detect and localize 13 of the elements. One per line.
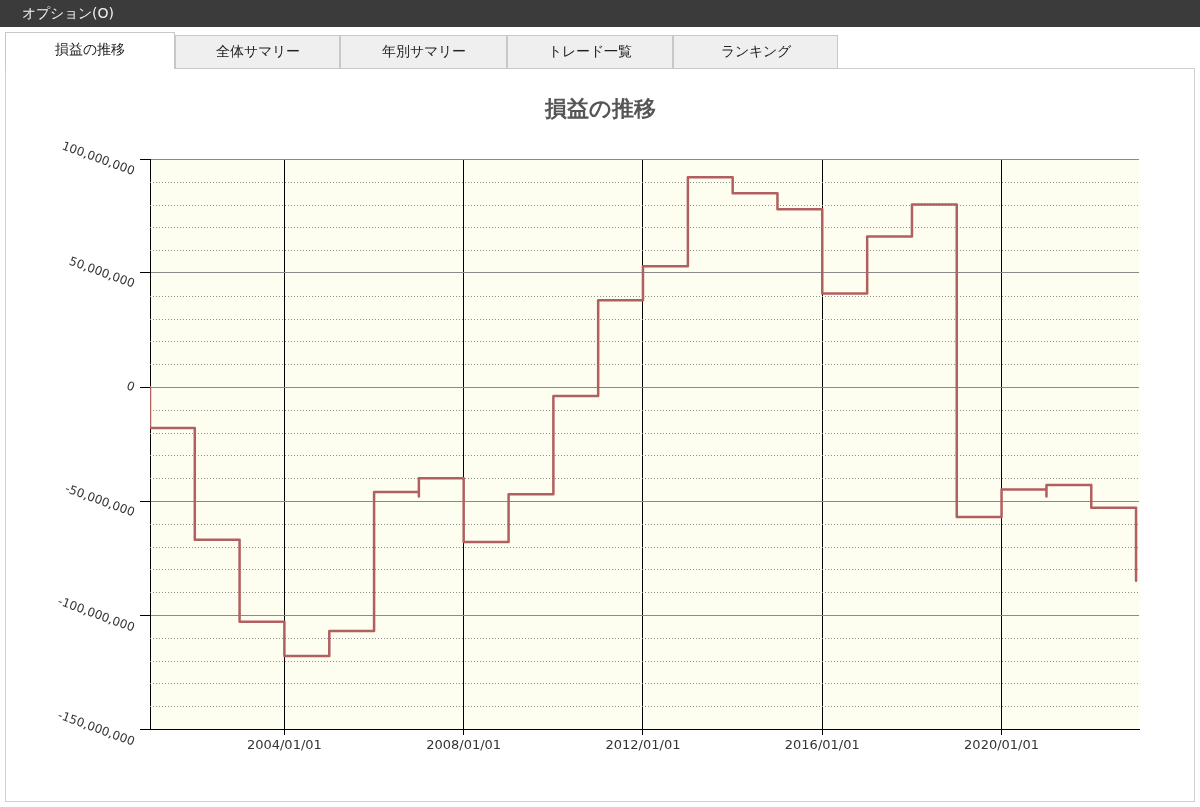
text: 損益の推移 bbox=[55, 41, 125, 58]
x-tick-label: 2008/01/01 bbox=[426, 737, 502, 753]
x-tick-label: 2020/01/01 bbox=[964, 737, 1040, 753]
x-tick-label: 2004/01/01 bbox=[246, 737, 322, 753]
text: ランキング bbox=[720, 43, 791, 60]
text: トレード一覧 bbox=[548, 43, 632, 60]
text: オプション(O) bbox=[22, 5, 114, 22]
text: 年別サマリー bbox=[381, 43, 466, 60]
text: 全体サマリー bbox=[215, 43, 300, 60]
x-tick-label: 2012/01/01 bbox=[605, 737, 681, 753]
x-tick-label: 2016/01/01 bbox=[784, 737, 860, 753]
y-tick-label: 0 bbox=[124, 378, 137, 395]
chart-title: 損益の推移 bbox=[543, 95, 656, 121]
